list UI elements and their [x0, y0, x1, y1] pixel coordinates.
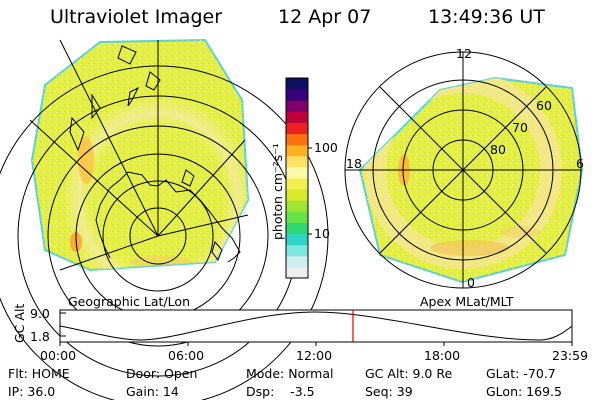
instrument-title: Ultraviolet Imager: [50, 6, 223, 28]
info-glat: GLat: -70.7: [486, 366, 556, 381]
timeline-ytick-high: 9.0: [30, 306, 50, 321]
left-map-caption: Geographic Lat/Lon: [68, 294, 190, 309]
mlt-label-midnight: 0: [467, 275, 475, 290]
timeline-axis-label: GC Alt: [12, 303, 27, 343]
info-glon: GLon: 169.5: [486, 384, 562, 399]
right-map-caption: Apex MLat/MLT: [420, 294, 514, 309]
altitude-timeline: [59, 309, 573, 346]
info-dsp: Dsp: -3.5: [246, 384, 315, 399]
colorbar-step: [286, 144, 308, 157]
colorbar-step: [286, 155, 308, 168]
colorbar-step: [286, 244, 308, 257]
mlt-label-dawn: 6: [576, 156, 584, 171]
timeline-xtick-0000: 00:00: [40, 348, 77, 363]
info-ip: IP: 36.0: [8, 384, 56, 399]
info-gain: Gain: 14: [126, 384, 179, 399]
timeline-ytick-low: 1.8: [30, 329, 50, 344]
colorbar-step: [286, 100, 308, 112]
mlt-label-noon: 12: [456, 46, 472, 61]
colorbar: [285, 77, 312, 279]
info-gc-alt: GC Alt: 9.0 Re: [365, 366, 453, 381]
mlt-label-dusk: 18: [346, 156, 362, 171]
colorbar-step: [286, 133, 308, 146]
info-door: Door: Open: [126, 366, 198, 381]
colorbar-tick-100: 100: [314, 140, 338, 155]
colorbar-step: [286, 266, 308, 279]
colorbar-unit-label: photon cm⁻²s⁻¹: [270, 143, 285, 240]
colorbar-tick-10: 10: [314, 226, 330, 241]
colorbar-step: [286, 166, 308, 179]
colorbar-step: [286, 200, 308, 212]
colorbar-step: [286, 255, 308, 268]
timeline-xtick-1800: 18:00: [424, 348, 461, 363]
geographic-image: [0, 38, 329, 400]
apex-polar-image: [344, 51, 584, 289]
timeline-xtick-0600: 06:00: [168, 348, 205, 363]
colorbar-step: [286, 111, 308, 123]
colorbar-step: [286, 89, 308, 101]
mlat-label-80: 80: [490, 142, 506, 157]
mlat-label-70: 70: [512, 120, 528, 135]
info-seq: Seq: 39: [365, 384, 413, 399]
colorbar-step: [286, 222, 308, 235]
colorbar-step: [286, 189, 308, 201]
mlat-label-60: 60: [536, 98, 552, 113]
colorbar-step: [286, 78, 308, 90]
info-mode: Mode: Normal: [246, 366, 334, 381]
colorbar-step: [286, 211, 308, 223]
time-label: 13:49:36 UT: [428, 6, 545, 28]
timeline-xtick-1200: 12:00: [296, 348, 333, 363]
colorbar-step: [286, 178, 308, 190]
timeline-xtick-2359: 23:59: [552, 348, 589, 363]
date-label: 12 Apr 07: [278, 6, 372, 28]
colorbar-step: [286, 233, 308, 246]
info-flight: Flt: HOME: [8, 366, 70, 381]
colorbar-step: [286, 122, 308, 135]
